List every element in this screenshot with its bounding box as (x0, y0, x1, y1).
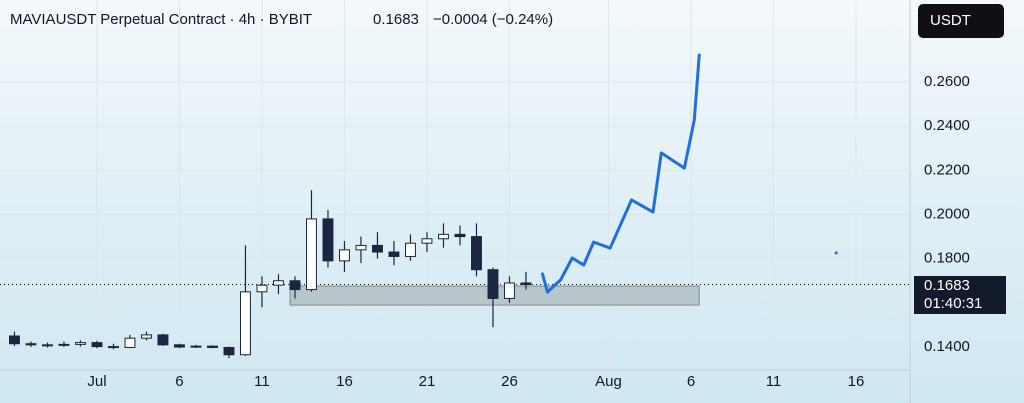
candle-body (141, 334, 152, 339)
currency-label[interactable]: USDT (930, 12, 971, 29)
candle-body (256, 284, 268, 293)
candle-body (405, 242, 416, 257)
candle-body (9, 335, 20, 345)
x-tick-label: Aug (595, 373, 622, 390)
candle-body (91, 342, 103, 348)
candle-body (454, 233, 466, 238)
x-tick-label: 11 (254, 373, 270, 390)
candle-body (520, 282, 532, 286)
chart-title: MAVIAUSDT Perpetual Contract · 4h · BYBI… (10, 11, 312, 28)
x-tick-label: 21 (419, 373, 436, 390)
candle-body (58, 343, 70, 346)
y-tick-label: 0.1800 (924, 250, 970, 267)
candle-body (240, 291, 251, 356)
candle-body (306, 218, 317, 291)
x-tick-label: 6 (175, 373, 183, 390)
candle-body (190, 345, 202, 348)
price: 0.1683 (373, 11, 419, 28)
y-tick-label: 0.2200 (924, 161, 970, 178)
candle-body (108, 346, 119, 349)
x-tick-label: 6 (687, 373, 695, 390)
candle-body (339, 249, 350, 262)
candle-body (75, 342, 86, 345)
candle-body (42, 344, 53, 347)
drawn-projection (540, 53, 701, 294)
last-price-box (914, 276, 1006, 314)
candle-body (223, 346, 235, 356)
stray-dot (834, 251, 838, 255)
candle-body (289, 280, 301, 291)
currency-button[interactable] (918, 4, 1004, 38)
change: −0.0004 (−0.24%) (433, 11, 553, 28)
candle-body (355, 244, 367, 251)
candle-body (322, 218, 334, 262)
candle-body (25, 343, 37, 346)
candle-body (504, 282, 515, 299)
candle-body (487, 269, 499, 299)
candle-body (124, 337, 136, 348)
candle-body (174, 344, 185, 348)
candle-body (207, 345, 218, 348)
y-tick-label: 0.2600 (924, 73, 970, 90)
x-tick-label: Jul (87, 373, 106, 390)
x-tick-label: 26 (501, 373, 518, 390)
x-tick-label: 16 (848, 373, 865, 390)
y-tick-label: 0.2000 (924, 205, 970, 222)
candle-body (388, 251, 400, 257)
candle-body (421, 238, 433, 244)
last-price-label: 0.1683 (924, 277, 970, 294)
candle-body (438, 233, 449, 240)
y-tick-label: 0.2400 (924, 117, 970, 134)
x-tick-label: 16 (336, 373, 353, 390)
y-tick-label: 0.1400 (924, 338, 970, 355)
candle-body (372, 244, 383, 253)
candle-body (471, 236, 482, 271)
candle-body (273, 280, 284, 286)
candle-body (157, 334, 169, 346)
x-tick-label: 11 (766, 373, 782, 390)
countdown: 01:40:31 (924, 295, 982, 312)
